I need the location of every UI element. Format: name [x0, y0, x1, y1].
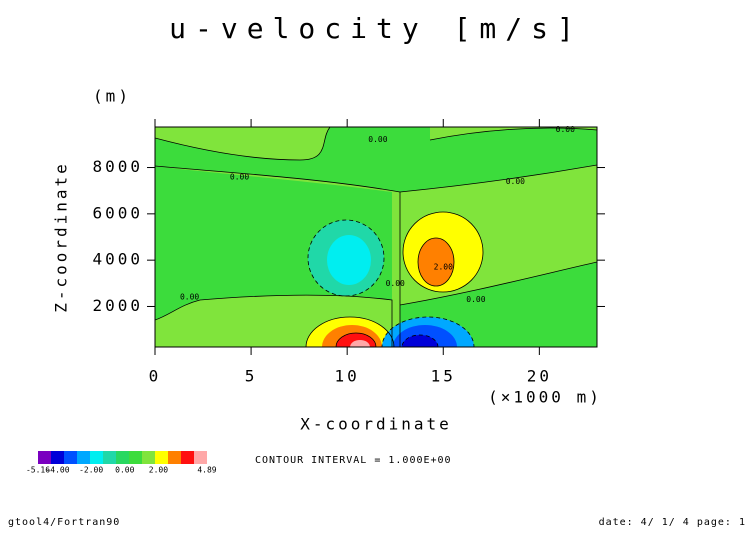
y-unit: (m)	[93, 87, 131, 106]
colorbar-box	[142, 451, 155, 464]
colorbar-box	[103, 451, 116, 464]
y-axis-label: Z-coordinate	[52, 161, 71, 313]
contour-label: 0.00	[506, 177, 525, 186]
colorbar-label: 4.89	[197, 466, 216, 475]
contour-label: 0.00	[368, 135, 387, 144]
x-tick-label: 10	[335, 367, 360, 386]
contour-field	[155, 127, 597, 347]
colorbar-box	[64, 451, 77, 464]
contour-label: 0.00	[466, 295, 485, 304]
colorbar-label: -2.00	[79, 466, 103, 475]
fill	[430, 127, 597, 140]
colorbar-label: -4.00	[45, 466, 69, 475]
colorbar-box	[90, 451, 103, 464]
fill	[327, 235, 371, 285]
x-tick-label: 20	[527, 367, 552, 386]
colorbar-box	[116, 451, 129, 464]
colorbar-box	[155, 451, 168, 464]
colorbar-box	[181, 451, 194, 464]
colorbar-box	[129, 451, 142, 464]
y-tick-label: 2000	[92, 296, 143, 315]
contour-label: 0.00	[556, 125, 575, 134]
colorbar-box	[194, 451, 207, 464]
fill	[350, 340, 370, 347]
footer-left: gtool4/Fortran90	[8, 517, 120, 528]
plot-frame	[154, 126, 598, 348]
x-tick-label: 5	[245, 367, 258, 386]
colorbar-box	[168, 451, 181, 464]
x-tick-label: 0	[149, 367, 162, 386]
footer-right: date: 4/ 1/ 4 page: 1	[599, 517, 746, 528]
x-tick-label: 15	[431, 367, 456, 386]
colorbar-box	[38, 451, 51, 464]
colorbar-label: -5.16	[26, 466, 50, 475]
contour-lines	[155, 127, 597, 347]
y-tick-label: 8000	[92, 157, 143, 176]
chart-title: u-velocity [m/s]	[169, 12, 583, 45]
fill	[402, 335, 438, 347]
fill	[418, 238, 454, 286]
x-unit: (×1000 m)	[488, 388, 602, 407]
x-axis-label: X-coordinate	[300, 415, 452, 434]
colorbar-label: 0.00	[115, 466, 134, 475]
colorbar-box	[51, 451, 64, 464]
contour-label: 0.00	[180, 293, 199, 302]
fill	[155, 127, 330, 160]
contour-interval: CONTOUR INTERVAL = 1.000E+00	[255, 455, 452, 466]
y-tick-label: 4000	[92, 250, 143, 269]
contour-label: 0.00	[230, 172, 249, 181]
contour-label: 0.00	[386, 279, 405, 288]
colorbar-label: 2.00	[149, 466, 168, 475]
fill	[155, 166, 400, 347]
y-tick-label: 6000	[92, 203, 143, 222]
colorbar-box	[77, 451, 90, 464]
contour-label: 2.00	[434, 263, 453, 272]
